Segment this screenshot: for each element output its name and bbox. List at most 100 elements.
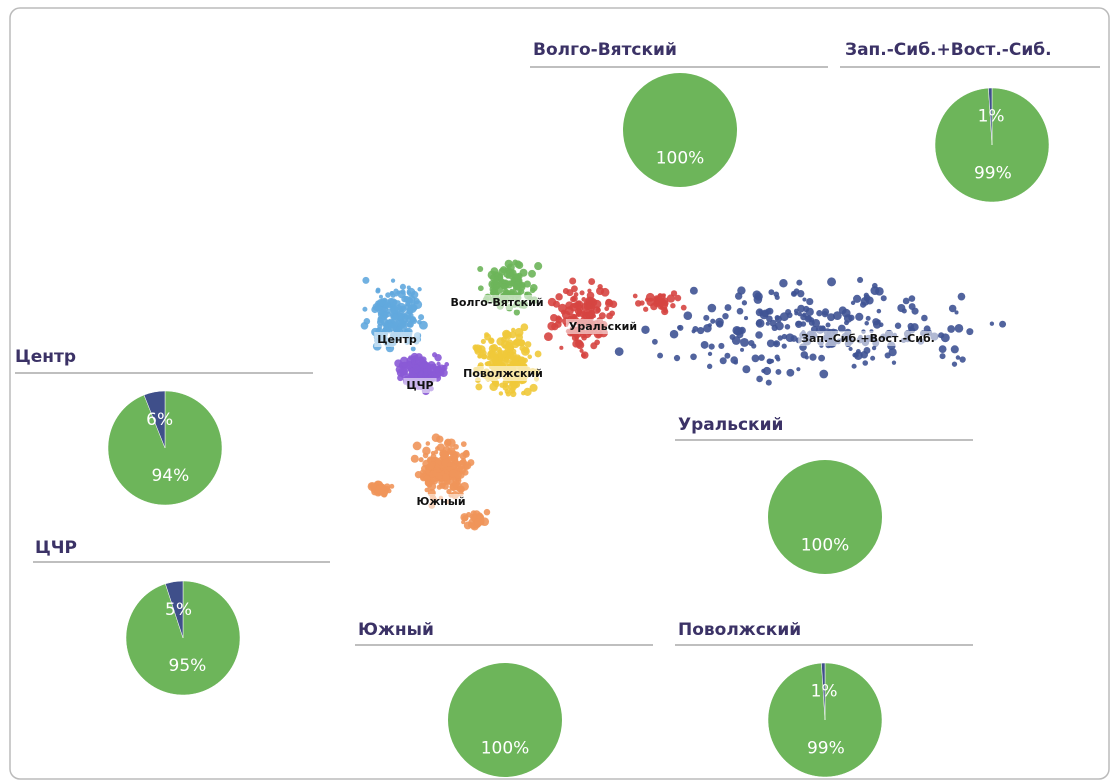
pie-slice <box>821 662 826 721</box>
map-dot <box>502 382 508 388</box>
map-dot <box>508 382 517 391</box>
map-dot <box>715 317 724 327</box>
map-dot <box>385 292 391 298</box>
map-dot <box>520 323 529 332</box>
map-dot <box>407 295 416 304</box>
map-dot <box>796 367 801 372</box>
map-dot <box>870 355 876 361</box>
map-dot <box>392 314 399 321</box>
map-dot <box>477 266 484 273</box>
map-dot <box>683 311 693 321</box>
map-dot <box>600 287 610 297</box>
map-dot <box>891 360 897 365</box>
map-dot <box>393 288 399 294</box>
map-dot <box>579 348 584 353</box>
map-dot <box>865 315 871 321</box>
map-dot <box>377 310 387 319</box>
map-dot <box>574 339 584 348</box>
map-dot <box>724 304 732 312</box>
map-dot <box>797 289 805 298</box>
map-dot <box>506 354 511 359</box>
map-dot <box>643 306 649 312</box>
map-dot <box>406 290 412 295</box>
map-dot <box>459 452 467 460</box>
map-dot <box>534 350 542 358</box>
map-dot <box>524 291 529 296</box>
map-dot <box>500 336 507 343</box>
map-dot <box>436 443 445 452</box>
map-dot <box>505 273 511 279</box>
map-dot <box>766 358 773 365</box>
map-dot <box>407 304 417 314</box>
chart-title: ЦЧР <box>35 538 77 558</box>
map-dot <box>853 294 862 303</box>
map-dot <box>515 261 524 270</box>
map-dot <box>751 354 760 363</box>
map-dot <box>669 329 679 339</box>
map-dot <box>400 367 408 375</box>
map-dot <box>529 383 538 392</box>
map-dot <box>405 301 411 307</box>
map-dot <box>510 281 515 286</box>
map-dot <box>729 334 736 340</box>
map-dot <box>508 358 515 365</box>
map-label-bg <box>447 295 547 310</box>
map-label-bg <box>374 332 420 347</box>
map-dot <box>644 297 650 302</box>
pie-slice <box>623 73 737 187</box>
map-dot <box>784 324 791 330</box>
chart-title: Центр <box>15 347 76 367</box>
map-dot <box>674 294 682 302</box>
map-dot <box>410 346 416 352</box>
map-dot <box>528 269 536 278</box>
map-dot <box>425 441 431 446</box>
map-dot <box>462 469 469 476</box>
map-dot <box>480 338 486 344</box>
map-dot <box>863 292 869 298</box>
map-dot <box>872 282 878 289</box>
map-dot <box>768 289 775 296</box>
map-dot <box>497 350 507 360</box>
map-dot <box>797 304 805 313</box>
map-dot <box>741 300 748 306</box>
map-dot <box>848 314 855 321</box>
map-dot <box>755 331 763 339</box>
map-dot <box>581 334 587 341</box>
map-dot <box>660 293 666 299</box>
map-dot <box>759 310 769 320</box>
map-dot <box>604 299 614 308</box>
map-label: Волго-Вятский <box>450 296 543 309</box>
map-dot <box>581 297 587 302</box>
map-dot <box>518 281 526 289</box>
data-label: 99% <box>974 163 1012 183</box>
map-dot <box>786 368 795 377</box>
map-dot <box>692 326 699 333</box>
map-dot <box>375 485 385 494</box>
map-dot <box>662 308 668 314</box>
map-dot <box>806 297 814 306</box>
map-dot <box>498 267 506 276</box>
map-dot <box>697 326 705 335</box>
map-dot <box>954 310 959 315</box>
map-label: Уральский <box>569 320 637 333</box>
map-dot <box>758 354 765 361</box>
map-dot <box>855 349 861 354</box>
map-dot <box>447 461 453 467</box>
map-dot <box>774 341 779 346</box>
map-dot <box>524 341 532 348</box>
map-dot <box>399 283 406 290</box>
data-label: 95% <box>169 656 207 676</box>
map-dot <box>386 308 392 314</box>
map-dot <box>417 372 423 378</box>
map-dot <box>940 333 950 343</box>
map-dot <box>574 300 584 310</box>
frame <box>9 7 1110 780</box>
map-dot <box>588 297 596 305</box>
map-dot <box>821 308 830 316</box>
map-dot <box>756 375 763 383</box>
map-dot <box>507 267 512 273</box>
map-dot <box>762 366 772 376</box>
map-dot <box>724 352 731 359</box>
map-dot <box>848 346 853 352</box>
map-dot <box>797 311 802 317</box>
